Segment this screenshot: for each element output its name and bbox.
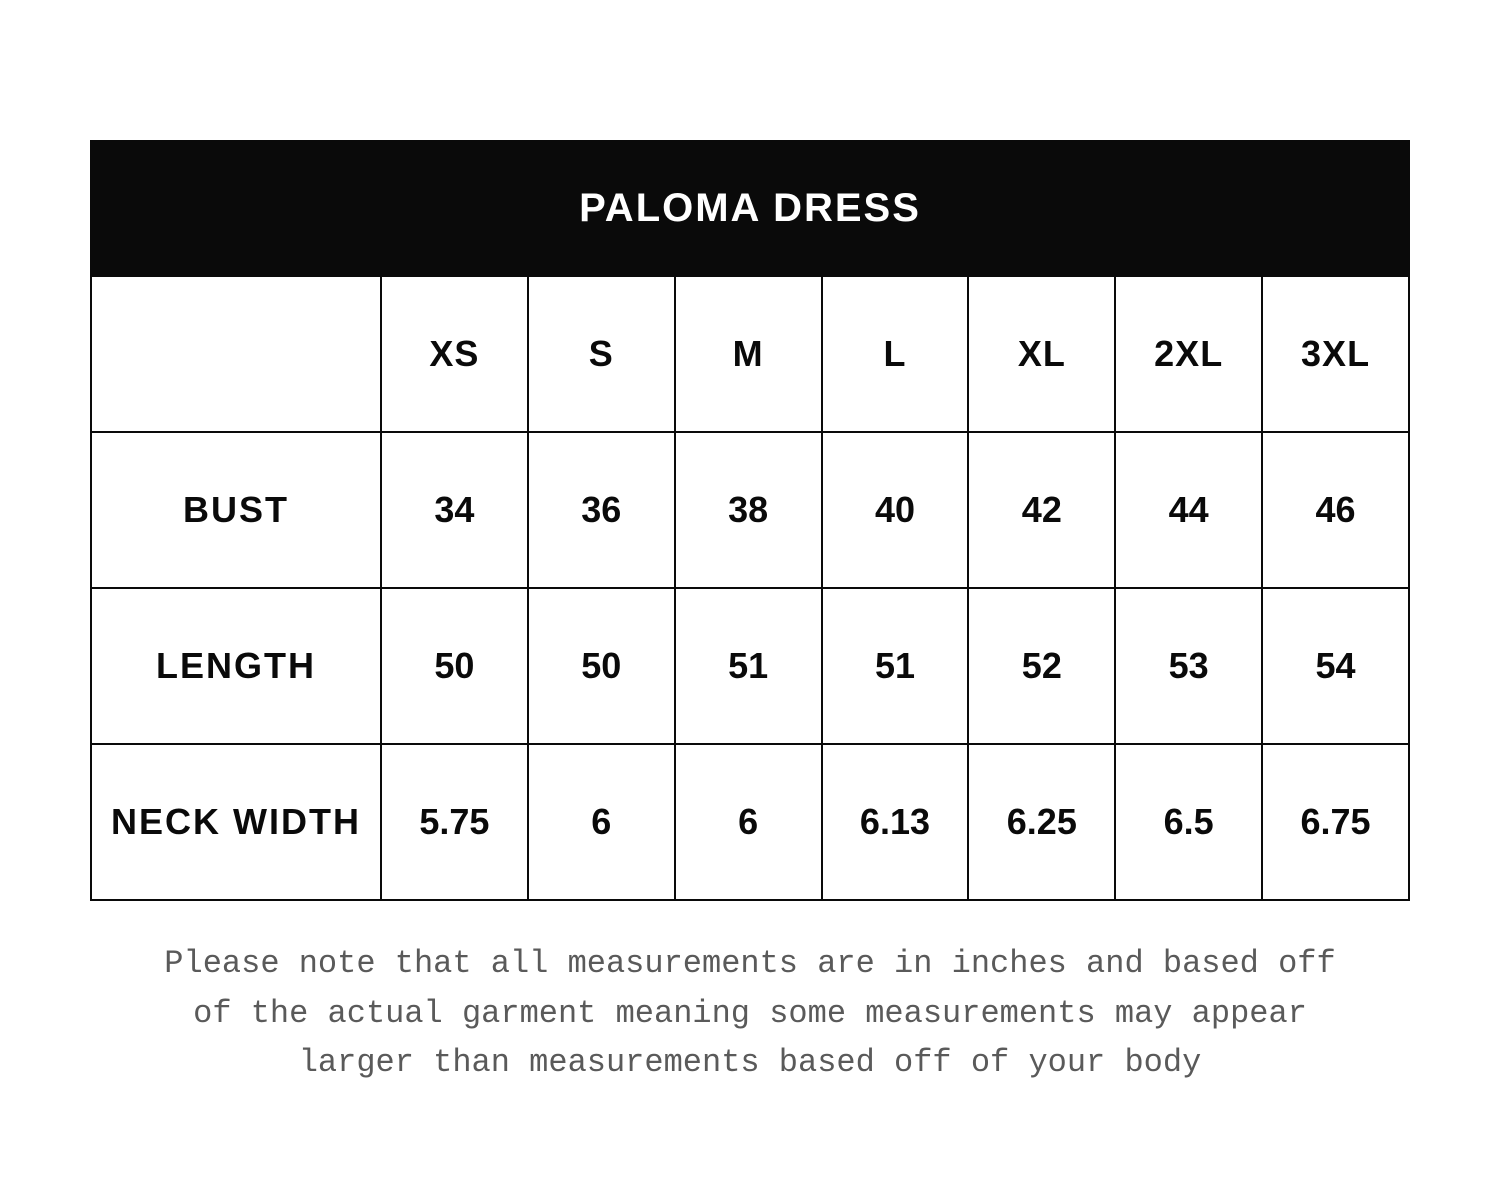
cell: 51	[822, 588, 969, 744]
header-blank	[91, 276, 381, 432]
cell: 53	[1115, 588, 1262, 744]
table-row: LENGTH 50 50 51 51 52 53 54	[91, 588, 1409, 744]
title-row: PALOMA DRESS	[91, 141, 1409, 276]
cell: 46	[1262, 432, 1409, 588]
cell: 6.75	[1262, 744, 1409, 900]
cell: 50	[381, 588, 528, 744]
header-xs: XS	[381, 276, 528, 432]
header-row: XS S M L XL 2XL 3XL	[91, 276, 1409, 432]
header-m: M	[675, 276, 822, 432]
cell: 50	[528, 588, 675, 744]
cell: 40	[822, 432, 969, 588]
cell: 5.75	[381, 744, 528, 900]
cell: 36	[528, 432, 675, 588]
cell: 44	[1115, 432, 1262, 588]
cell: 6.13	[822, 744, 969, 900]
cell: 6	[675, 744, 822, 900]
cell: 6.5	[1115, 744, 1262, 900]
row-label-bust: BUST	[91, 432, 381, 588]
row-label-length: LENGTH	[91, 588, 381, 744]
footnote-text: Please note that all measurements are in…	[140, 939, 1360, 1088]
cell: 34	[381, 432, 528, 588]
table-row: BUST 34 36 38 40 42 44 46	[91, 432, 1409, 588]
cell: 6	[528, 744, 675, 900]
header-s: S	[528, 276, 675, 432]
size-chart-table: PALOMA DRESS XS S M L XL 2XL 3XL BUST 34…	[90, 140, 1410, 901]
table-row: NECK WIDTH 5.75 6 6 6.13 6.25 6.5 6.75	[91, 744, 1409, 900]
cell: 42	[968, 432, 1115, 588]
header-2xl: 2XL	[1115, 276, 1262, 432]
header-xl: XL	[968, 276, 1115, 432]
header-3xl: 3XL	[1262, 276, 1409, 432]
row-label-neck-width: NECK WIDTH	[91, 744, 381, 900]
header-l: L	[822, 276, 969, 432]
cell: 52	[968, 588, 1115, 744]
cell: 38	[675, 432, 822, 588]
table-title: PALOMA DRESS	[91, 141, 1409, 276]
cell: 6.25	[968, 744, 1115, 900]
cell: 51	[675, 588, 822, 744]
cell: 54	[1262, 588, 1409, 744]
